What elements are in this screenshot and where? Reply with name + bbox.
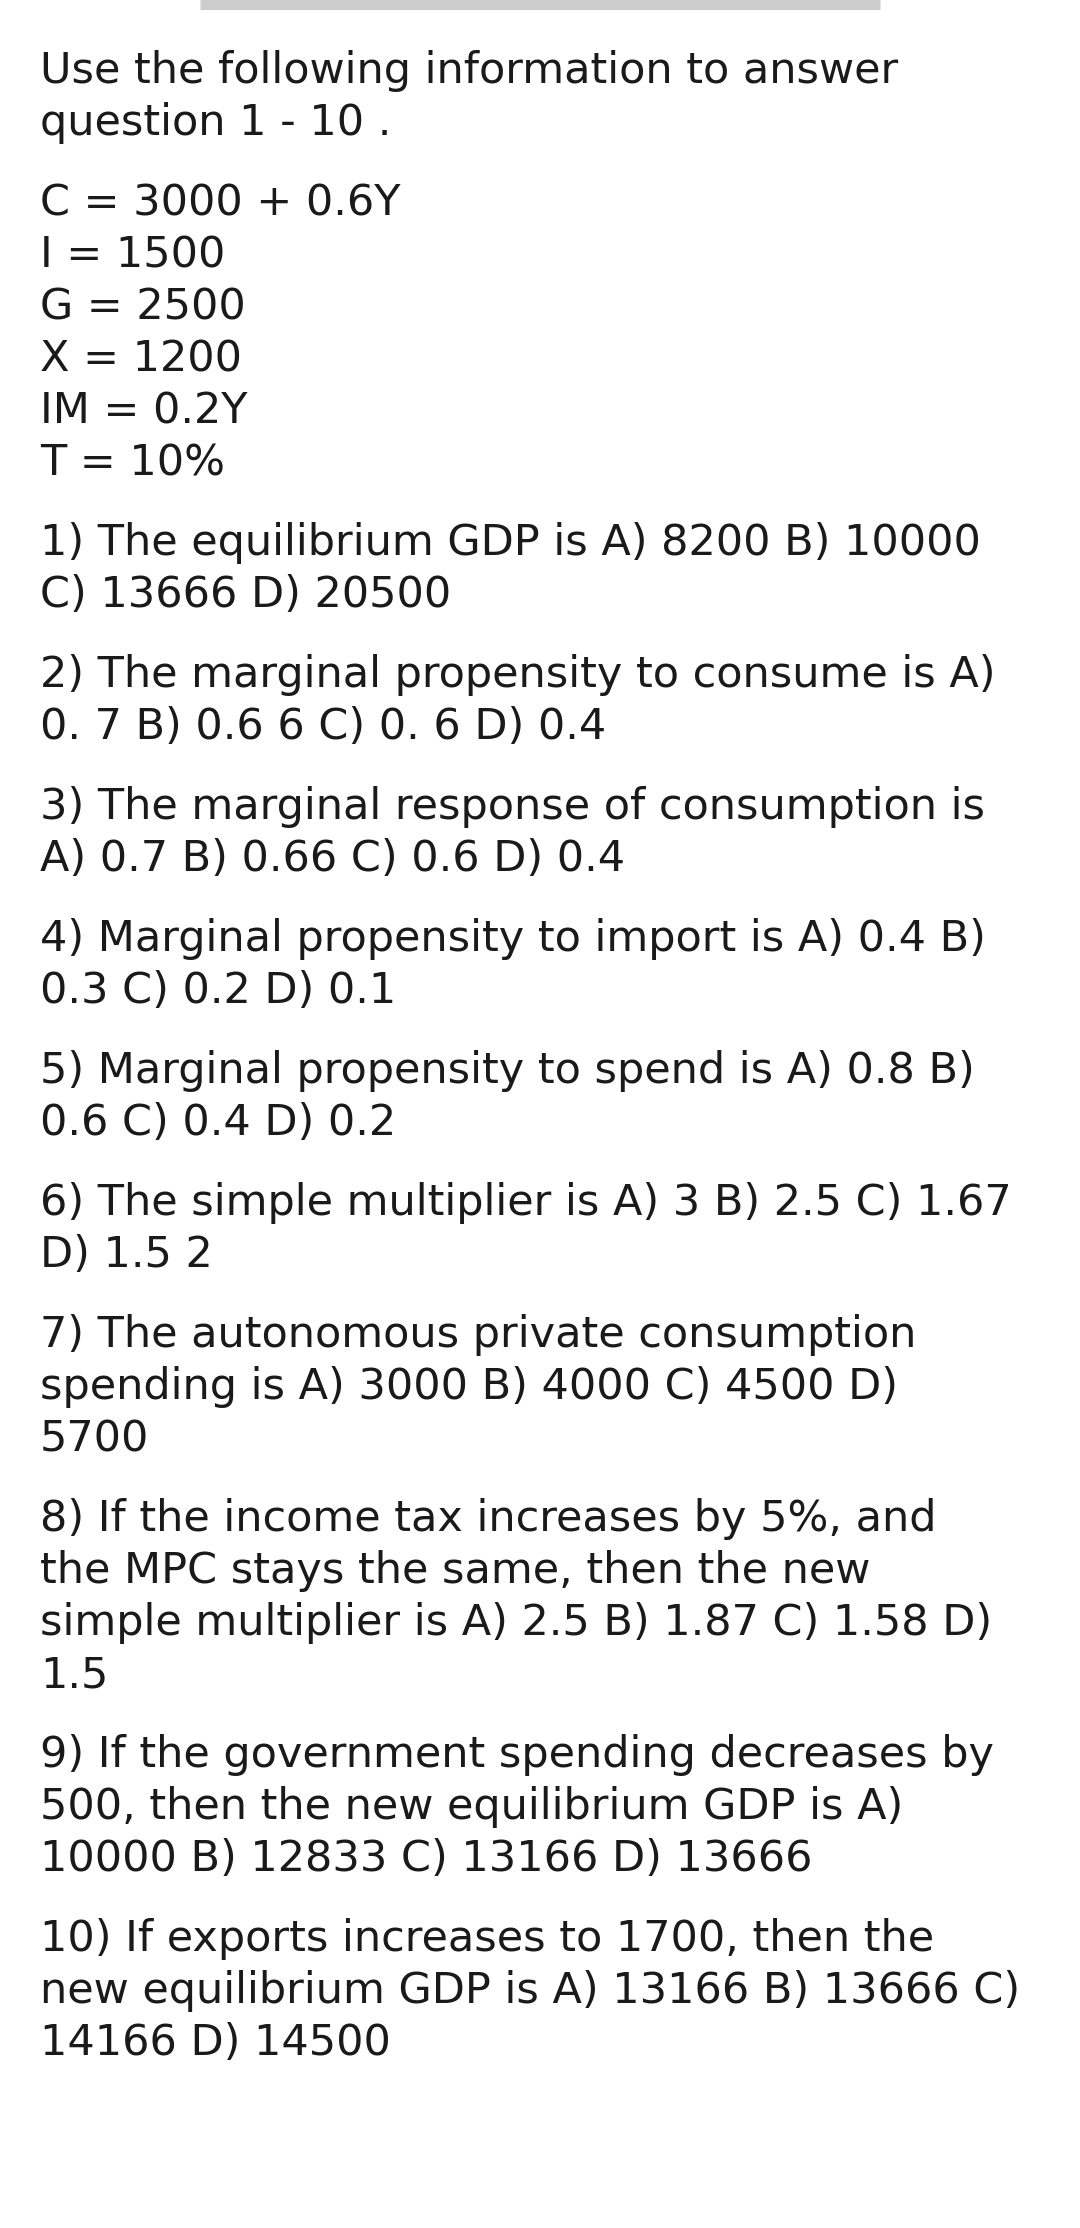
Text: 5) Marginal propensity to spend is A) 0.8 B): 5) Marginal propensity to spend is A) 0.… <box>40 1049 975 1092</box>
Text: new equilibrium GDP is A) 13166 B) 13666 C): new equilibrium GDP is A) 13166 B) 13666… <box>40 1970 1021 2012</box>
Text: 10) If exports increases to 1700, then the: 10) If exports increases to 1700, then t… <box>40 1918 934 1961</box>
Text: 2) The marginal propensity to consume is A): 2) The marginal propensity to consume is… <box>40 655 996 695</box>
Text: X = 1200: X = 1200 <box>40 339 242 381</box>
Text: C = 3000 + 0.6Y: C = 3000 + 0.6Y <box>40 183 401 225</box>
Text: spending is A) 3000 B) 4000 C) 4500 D): spending is A) 3000 B) 4000 C) 4500 D) <box>40 1366 897 1408</box>
Text: 1) The equilibrium GDP is A) 8200 B) 10000: 1) The equilibrium GDP is A) 8200 B) 100… <box>40 521 981 564</box>
Text: Use the following information to answer: Use the following information to answer <box>40 49 899 91</box>
Text: 10000 B) 12833 C) 13166 D) 13666: 10000 B) 12833 C) 13166 D) 13666 <box>40 1838 812 1880</box>
Text: 500, then the new equilibrium GDP is A): 500, then the new equilibrium GDP is A) <box>40 1787 903 1827</box>
Text: 0.3 C) 0.2 D) 0.1: 0.3 C) 0.2 D) 0.1 <box>40 969 396 1012</box>
Text: 0.6 C) 0.4 D) 0.2: 0.6 C) 0.4 D) 0.2 <box>40 1103 396 1143</box>
Text: 6) The simple multiplier is A) 3 B) 2.5 C) 1.67: 6) The simple multiplier is A) 3 B) 2.5 … <box>40 1183 1012 1223</box>
Text: D) 1.5 2: D) 1.5 2 <box>40 1234 213 1277</box>
Text: 14166 D) 14500: 14166 D) 14500 <box>40 2023 391 2063</box>
Text: 1.5: 1.5 <box>40 1653 108 1696</box>
Text: 7) The autonomous private consumption: 7) The autonomous private consumption <box>40 1315 916 1357</box>
Text: 4) Marginal propensity to import is A) 0.4 B): 4) Marginal propensity to import is A) 0… <box>40 918 986 960</box>
Text: 3) The marginal response of consumption is: 3) The marginal response of consumption … <box>40 786 985 829</box>
Text: IM = 0.2Y: IM = 0.2Y <box>40 390 247 432</box>
Text: G = 2500: G = 2500 <box>40 285 246 328</box>
Text: the MPC stays the same, then the new: the MPC stays the same, then the new <box>40 1551 870 1593</box>
Text: C) 13666 D) 20500: C) 13666 D) 20500 <box>40 575 451 615</box>
Text: question 1 - 10 .: question 1 - 10 . <box>40 102 391 145</box>
Text: A) 0.7 B) 0.66 C) 0.6 D) 0.4: A) 0.7 B) 0.66 C) 0.6 D) 0.4 <box>40 838 625 880</box>
Text: 0. 7 B) 0.6 6 C) 0. 6 D) 0.4: 0. 7 B) 0.6 6 C) 0. 6 D) 0.4 <box>40 706 606 749</box>
Text: T = 10%: T = 10% <box>40 441 225 483</box>
Text: I = 1500: I = 1500 <box>40 234 226 276</box>
Text: 5700: 5700 <box>40 1417 149 1459</box>
Text: simple multiplier is A) 2.5 B) 1.87 C) 1.58 D): simple multiplier is A) 2.5 B) 1.87 C) 1… <box>40 1602 993 1644</box>
Text: 9) If the government spending decreases by: 9) If the government spending decreases … <box>40 1733 994 1776</box>
Text: 8) If the income tax increases by 5%, and: 8) If the income tax increases by 5%, an… <box>40 1497 936 1540</box>
